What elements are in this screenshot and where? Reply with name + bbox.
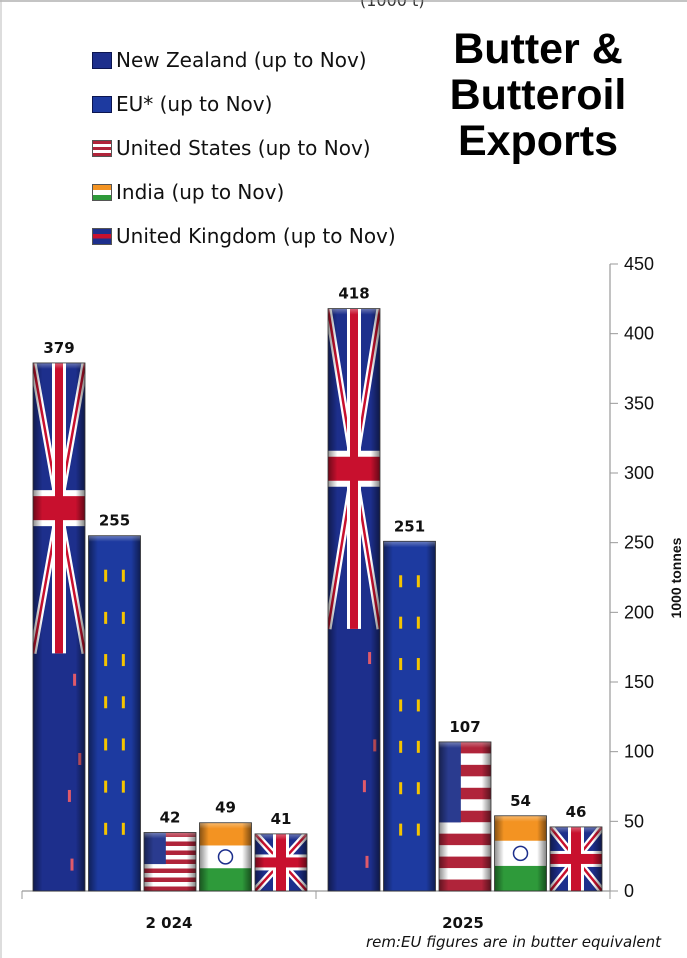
data-label-eu-0: 255 (99, 512, 130, 530)
bar-uk-1 (549, 826, 603, 892)
y-tick-label: 350 (624, 393, 654, 413)
data-label-in-0: 49 (215, 799, 236, 817)
title-line-3: Exports (457, 117, 619, 165)
data-label-in-1: 54 (510, 792, 531, 810)
data-label-us-0: 42 (160, 808, 181, 826)
chart-title: Butter & Butteroil Exports (428, 26, 648, 164)
legend-item-eu: EU* (up to Nov) (92, 82, 396, 126)
legend-label: United States (up to Nov) (116, 136, 371, 160)
legend-item-india: India (up to Nov) (92, 170, 396, 214)
legend-item-united-states: United States (up to Nov) (92, 126, 396, 170)
data-label-nz-1: 418 (338, 285, 369, 303)
y-tick-label: 50 (624, 811, 644, 831)
bar-nz-1 (327, 308, 381, 892)
new-zealand-flag-icon (92, 51, 112, 69)
header-fragment: (1000 t) (360, 0, 425, 10)
india-flag-icon (92, 183, 112, 201)
bar-in-0 (199, 822, 252, 892)
x-category-label: 2 024 (146, 914, 193, 932)
title-line-2: Butteroil (449, 71, 627, 119)
bar-nz-0 (32, 362, 86, 892)
legend-item-new-zealand: New Zealand (up to Nov) (92, 38, 396, 82)
data-label-nz-0: 379 (43, 339, 74, 357)
y-tick-label: 250 (624, 533, 654, 553)
bar-us-0 (143, 832, 197, 892)
data-labels: 379 418 255 251 42 107 49 54 41 46 (43, 285, 586, 828)
eu-flag-icon (92, 95, 112, 113)
legend-item-united-kingdom: United Kingdom (up to Nov) (92, 214, 396, 258)
legend-label: India (up to Nov) (116, 180, 285, 204)
legend: New Zealand (up to Nov) EU* (up to Nov) … (92, 38, 396, 258)
data-label-us-1: 107 (449, 718, 480, 736)
data-label-uk-1: 46 (566, 803, 587, 821)
bar-us-1 (438, 741, 492, 892)
bar-eu-1 (383, 540, 436, 892)
y-tick-label: 450 (624, 254, 654, 274)
title-line-1: Butter & (453, 25, 623, 73)
data-label-eu-1: 251 (394, 517, 425, 535)
y-tick-label: 400 (624, 324, 654, 344)
bar-in-1 (494, 815, 547, 892)
footnote: rem:EU figures are in butter equivalent (365, 933, 661, 951)
y-tick-label: 200 (624, 602, 654, 622)
y-tick-label: 0 (624, 881, 634, 901)
y-tick-label: 100 (624, 742, 654, 762)
legend-label: United Kingdom (up to Nov) (116, 224, 396, 248)
uk-flag-icon (92, 227, 112, 245)
bars (32, 308, 603, 892)
legend-label: New Zealand (up to Nov) (116, 48, 367, 72)
us-flag-icon (92, 139, 112, 157)
y-axis-label: 1000 tonnes (668, 537, 684, 618)
y-tick-label: 300 (624, 463, 654, 483)
data-label-uk-0: 41 (271, 810, 292, 828)
y-tick-label: 150 (624, 672, 654, 692)
bar-eu-0 (88, 535, 141, 892)
legend-label: EU* (up to Nov) (116, 92, 273, 116)
x-category-label: 2025 (442, 914, 484, 932)
bar-uk-0 (254, 833, 308, 892)
